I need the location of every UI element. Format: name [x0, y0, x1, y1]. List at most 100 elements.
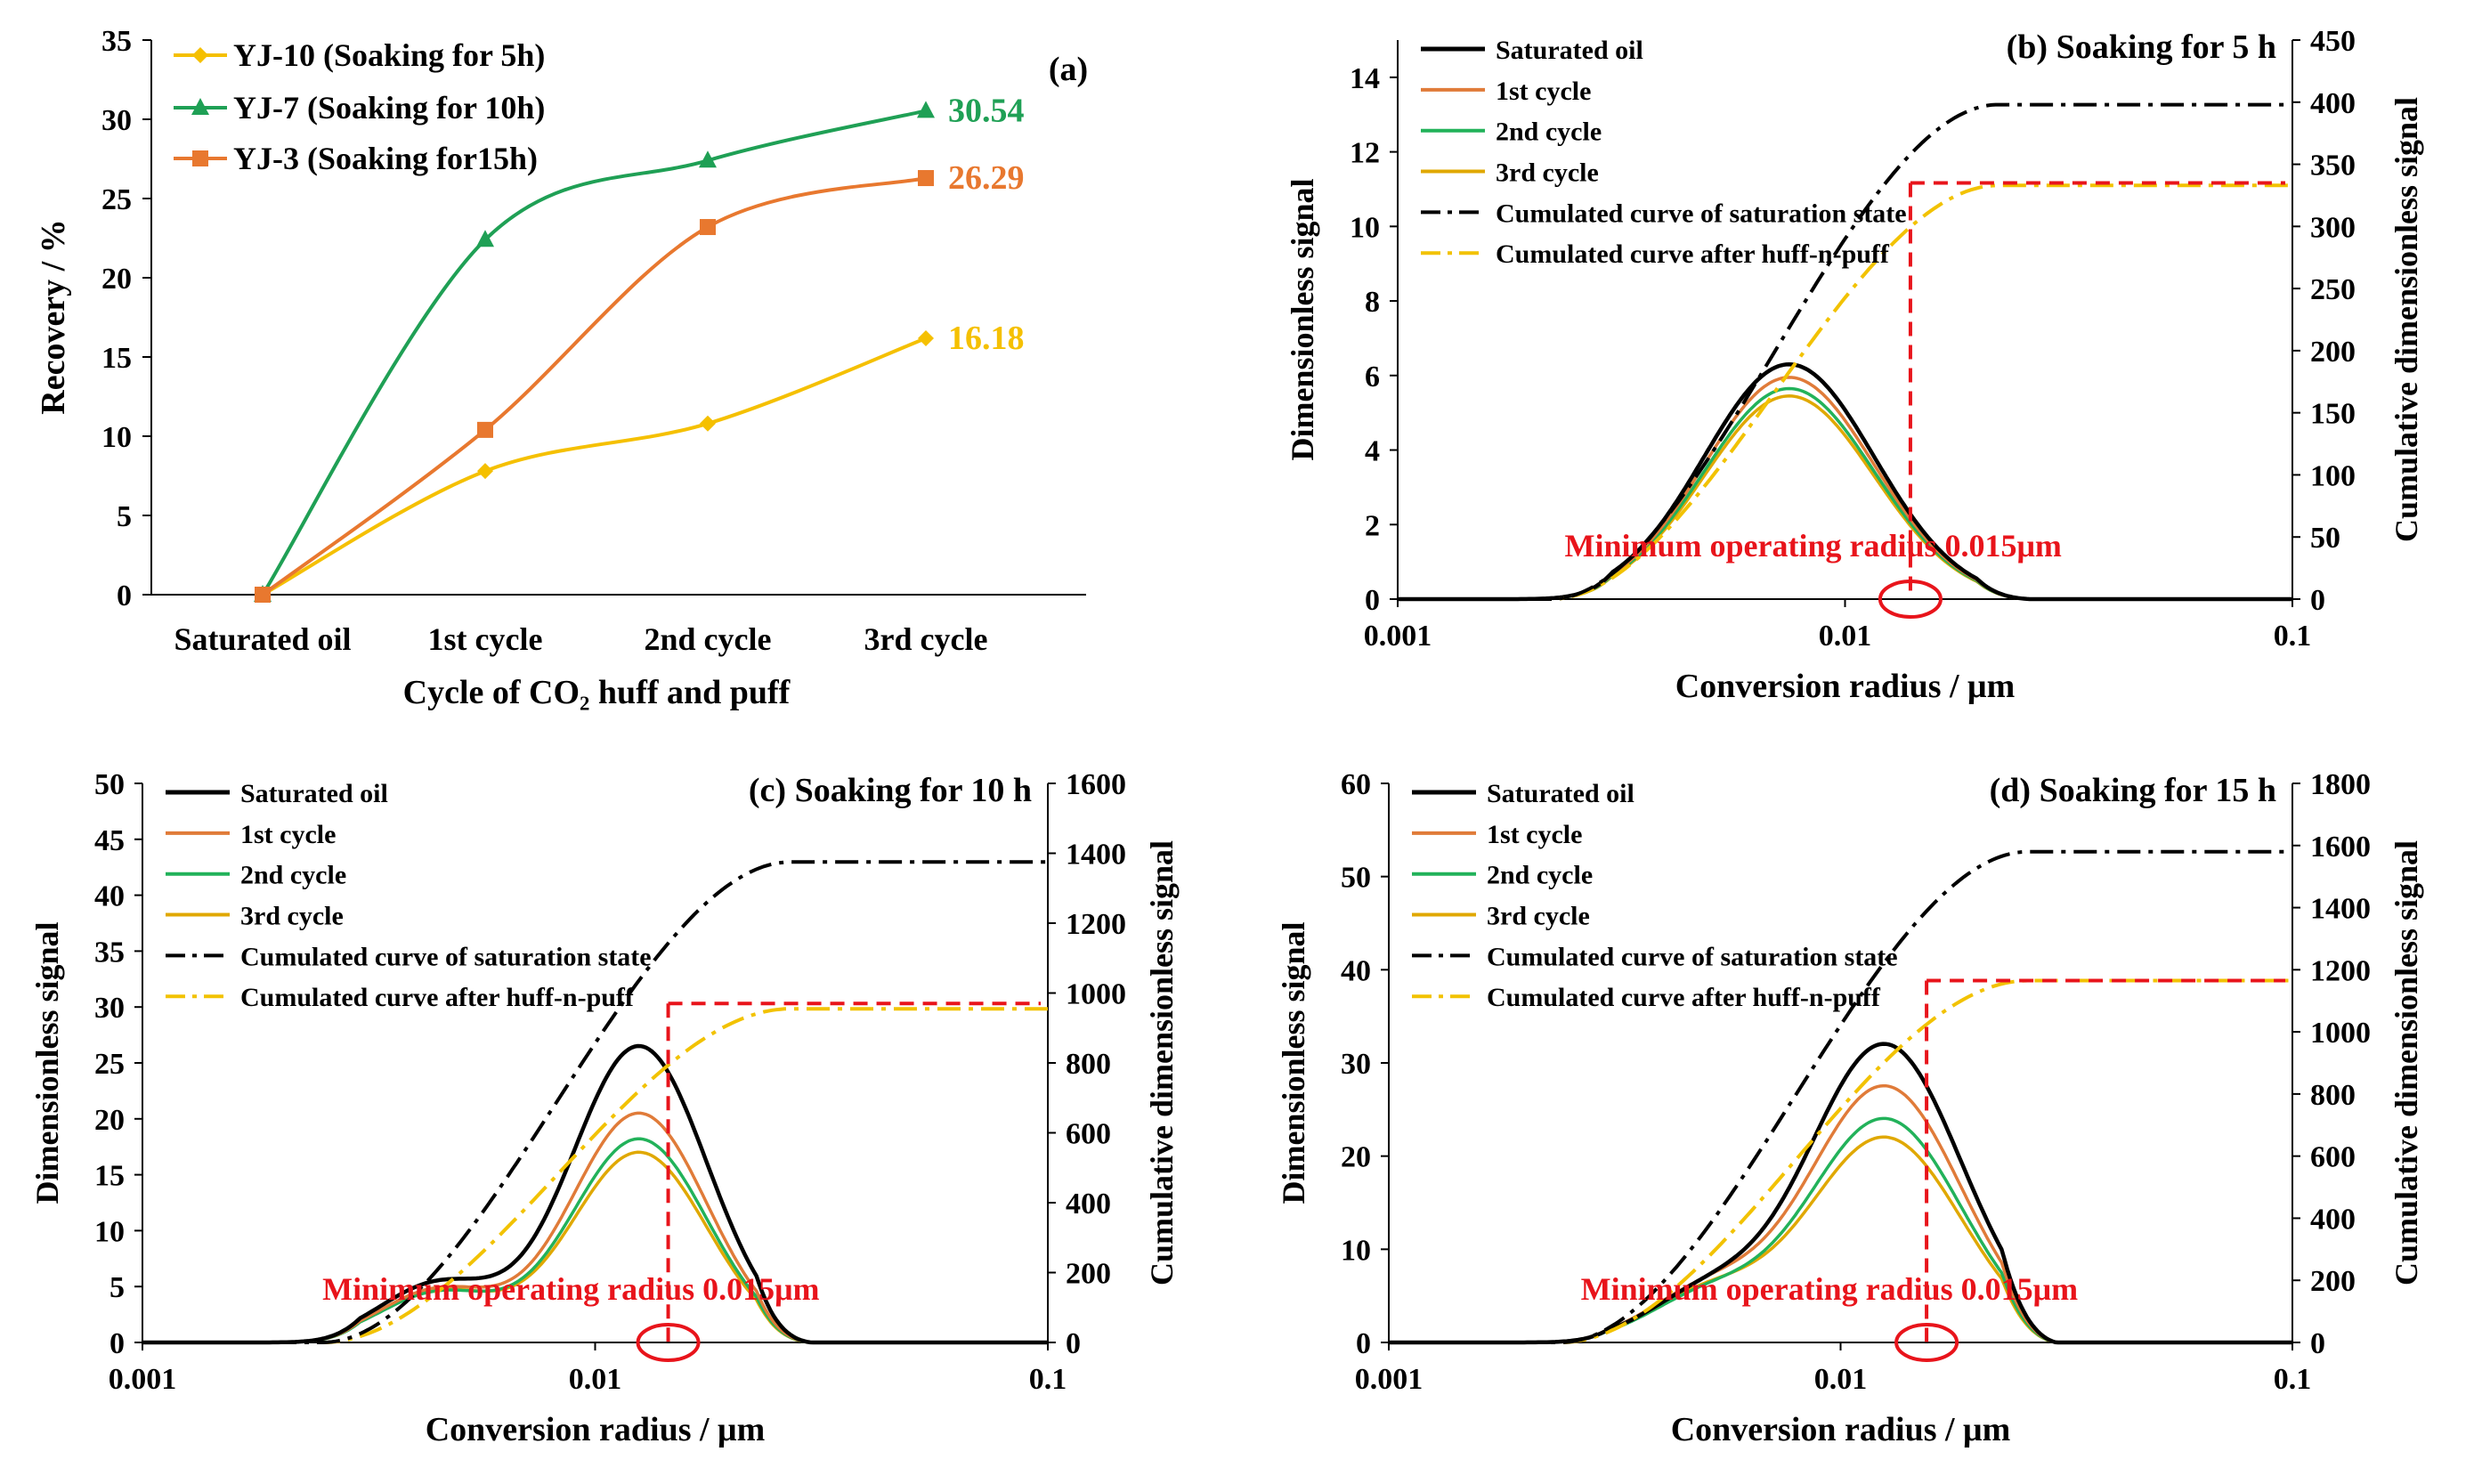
c-signal-curve-3 — [142, 1137, 1048, 1344]
c-y2-tick-label: 1400 — [1066, 839, 1126, 872]
b-y2-tick-label: 50 — [2310, 522, 2340, 555]
b-y2-tick-label: 100 — [2310, 459, 2356, 492]
b-y-tick-label: 4 — [1365, 435, 1380, 468]
b-legend-label: Saturated oil — [1496, 36, 1643, 65]
d-y2-tick-label: 1200 — [2310, 954, 2371, 987]
b-panel-tag: (b) Soaking for 5 h — [2007, 28, 2276, 66]
a-y-tick-label: 5 — [117, 500, 132, 533]
d-y2-axis-title: Cumulative dimensionless signal — [2389, 840, 2424, 1285]
a-point-marker — [477, 463, 493, 480]
a-legend-label: YJ-3 (Soaking for15h) — [233, 141, 538, 176]
d-y-tick-label: 60 — [1341, 768, 1371, 801]
d-x-tick-label: 0.1 — [2274, 1363, 2312, 1396]
d-y-tick-label: 10 — [1341, 1234, 1371, 1267]
d-y2-tick-label: 1800 — [2310, 768, 2371, 801]
a-point-marker — [918, 329, 934, 346]
d-y-tick-label: 30 — [1341, 1048, 1371, 1081]
a-y-tick-label: 20 — [101, 263, 132, 296]
d-legend-label: 2nd cycle — [1487, 861, 1593, 890]
d-y-tick-label: 40 — [1341, 954, 1371, 987]
a-series-line-2 — [261, 109, 927, 596]
a-x-tick-label: Saturated oil — [174, 621, 351, 657]
c-y2-tick-label: 1200 — [1066, 908, 1126, 941]
a-legend-marker — [191, 98, 209, 115]
a-legend-marker — [192, 150, 208, 166]
a-x-tick-label: 2nd cycle — [645, 621, 772, 657]
c-y2-tick-label: 0 — [1066, 1327, 1081, 1360]
c-y-tick-label: 10 — [94, 1215, 125, 1248]
b-y2-axis-title: Cumulative dimensionless signal — [2389, 97, 2424, 542]
c-signal-curve-2 — [142, 1111, 1048, 1344]
a-y-tick-label: 15 — [101, 342, 132, 375]
b-y-tick-label: 8 — [1365, 286, 1380, 319]
d-annotation: Minimum operating radius 0.015μm — [1581, 1271, 2078, 1307]
a-series-line-3 — [261, 176, 927, 596]
b-y2-tick-label: 0 — [2310, 584, 2325, 617]
panel-d-soaking-15h-chart: 0102030405060020040060080010001200140016… — [1276, 768, 2424, 1448]
b-x-tick-label: 0.1 — [2274, 620, 2312, 653]
c-x-axis-title: Conversion radius / μm — [426, 1411, 766, 1448]
d-x-axis-title: Conversion radius / μm — [1671, 1411, 2011, 1448]
a-y-tick-label: 30 — [101, 104, 132, 137]
d-y2-tick-label: 1600 — [2310, 831, 2371, 864]
a-point-marker — [255, 587, 271, 603]
d-x-tick-label: 0.01 — [1814, 1363, 1868, 1396]
c-y-tick-label: 30 — [94, 992, 125, 1025]
b-legend-label: Cumulated curve after huff-n-puff — [1496, 239, 1890, 269]
b-legend-label: 1st cycle — [1496, 77, 1591, 106]
c-y-tick-label: 25 — [94, 1048, 125, 1081]
d-signal-curve-4 — [1389, 1135, 2292, 1344]
c-min-radius-circle — [636, 1323, 701, 1362]
a-point-marker — [699, 150, 717, 168]
a-point-marker — [700, 415, 716, 432]
b-y-tick-label: 10 — [1350, 211, 1380, 244]
b-y2-tick-label: 400 — [2310, 87, 2356, 120]
a-x-tick-label: 1st cycle — [428, 621, 543, 657]
c-y-tick-label: 0 — [110, 1327, 125, 1360]
d-y2-tick-label: 800 — [2310, 1079, 2356, 1112]
b-y-tick-label: 6 — [1365, 361, 1380, 393]
c-x-tick-label: 0.01 — [569, 1363, 622, 1396]
b-legend-label: 2nd cycle — [1496, 118, 1602, 147]
a-point-marker — [700, 219, 716, 236]
d-signal-curve-3 — [1389, 1116, 2292, 1344]
d-y-tick-label: 50 — [1341, 862, 1371, 895]
b-y-tick-label: 14 — [1350, 62, 1380, 95]
panel-c-soaking-10h-chart: 0 5 10 15 20 25 30 35 40 45 50 0 200 400 600 800 1000 120… — [29, 768, 1180, 1448]
c-cumulative-curve-1 — [142, 860, 1048, 1344]
c-y-tick-label: 40 — [94, 880, 125, 913]
d-y2-tick-label: 400 — [2310, 1203, 2356, 1236]
b-x-tick-label: 0.01 — [1819, 620, 1872, 653]
c-y2-tick-label: 1000 — [1066, 978, 1126, 1011]
c-annotation: Minimum operating radius 0.015μm — [322, 1271, 819, 1307]
b-y2-tick-label: 150 — [2310, 398, 2356, 431]
b-y2-tick-label: 250 — [2310, 273, 2356, 306]
d-panel-tag: (d) Soaking for 15 h — [1990, 772, 2276, 809]
b-y-tick-label: 12 — [1350, 137, 1380, 170]
a-end-label: 30.54 — [948, 92, 1025, 129]
panel-a-recovery-chart: 0 5 10 15 20 25 30 35 Saturated oil 1st cycle 2nd … — [35, 25, 1088, 711]
a-x-tick-label: 3rd cycle — [864, 621, 988, 657]
c-legend-label: Cumulated curve of saturation state — [240, 942, 652, 971]
b-y2-tick-label: 300 — [2310, 211, 2356, 244]
b-signal-curve-4 — [1398, 394, 2292, 601]
d-y2-tick-label: 600 — [2310, 1141, 2356, 1174]
c-y2-tick-label: 800 — [1066, 1048, 1111, 1081]
c-y2-tick-label: 1600 — [1066, 768, 1126, 801]
a-point-marker — [918, 170, 934, 187]
b-min-radius-circle — [1878, 580, 1943, 619]
a-y-tick-label: 10 — [101, 421, 132, 454]
b-legend-label: 3rd cycle — [1496, 158, 1599, 188]
a-panel-tag: (a) — [1049, 51, 1088, 88]
c-legend-label: Cumulated curve after huff-n-puff — [240, 983, 635, 1012]
d-x-tick-label: 0.001 — [1355, 1363, 1424, 1396]
panel-b-soaking-5h-chart: 0 2 4 6 8 10 12 14 0 50 100 150 200 250 300 350 400 450 0.… — [1285, 25, 2424, 705]
a-legend-label: YJ-10 (Soaking for 5h) — [233, 37, 545, 73]
c-signal-curve-4 — [142, 1150, 1048, 1344]
c-y-tick-label: 5 — [110, 1271, 125, 1304]
d-y2-tick-label: 1400 — [2310, 893, 2371, 926]
d-legend-label: Saturated oil — [1487, 779, 1634, 808]
d-y2-tick-label: 1000 — [2310, 1017, 2371, 1050]
d-legend-label: 3rd cycle — [1487, 902, 1590, 931]
